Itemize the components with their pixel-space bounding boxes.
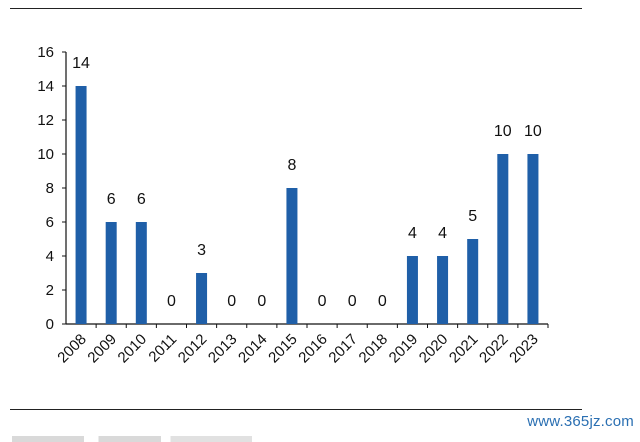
data-label-2013: 0	[227, 293, 236, 310]
watermark-text: www.365jz.com	[527, 413, 634, 430]
x-tick-label-2011: 2011	[145, 331, 180, 366]
bar-2021	[467, 239, 479, 324]
x-tick-label-2014: 2014	[235, 331, 271, 367]
y-tick-label: 0	[46, 316, 54, 333]
bars	[75, 86, 539, 324]
x-tick-label-2015: 2015	[265, 331, 301, 367]
x-tick-label-2016: 2016	[295, 331, 331, 367]
bar-2015	[286, 188, 298, 324]
bar-2012	[196, 273, 208, 324]
x-tick-label-2023: 2023	[506, 331, 542, 367]
data-label-2023: 10	[524, 123, 542, 140]
top-rule	[10, 8, 582, 9]
x-tick-label-2012: 2012	[175, 331, 211, 367]
bottom-rule	[10, 409, 582, 410]
x-tick-label-2017: 2017	[325, 331, 361, 367]
x-tick-label-2021: 2021	[446, 331, 482, 367]
data-label-2017: 0	[348, 293, 357, 310]
data-label-2014: 0	[257, 293, 266, 310]
x-tick-label-2008: 2008	[54, 331, 90, 367]
data-label-2015: 8	[287, 157, 296, 174]
y-tick-label: 6	[46, 214, 54, 231]
bar-2008	[75, 86, 87, 324]
bar-2010	[135, 222, 147, 324]
x-tick-label-2022: 2022	[476, 331, 512, 367]
data-label-2019: 4	[408, 225, 417, 242]
data-label-2020: 4	[438, 225, 447, 242]
x-tick-label-2019: 2019	[386, 331, 422, 367]
data-label-2012: 3	[197, 242, 206, 259]
data-label-2011: 0	[167, 293, 176, 310]
x-tick-label-2020: 2020	[416, 331, 452, 367]
data-labels: 14 6 6 0 3 0 0 8 0 0 0 4 4 5 10 10	[72, 55, 542, 310]
x-tick-label-2013: 2013	[205, 331, 241, 367]
data-label-2008: 14	[72, 55, 90, 72]
x-axis: 2008200920102011201220132014201520162017…	[54, 323, 549, 367]
bar-2023	[527, 154, 539, 324]
data-label-2018: 0	[378, 293, 387, 310]
x-tick-label-2018: 2018	[356, 331, 392, 367]
y-tick-label: 4	[46, 248, 54, 265]
footer-caption-blurred	[12, 436, 252, 442]
y-axis: 0 2 4 6 8 10 12 14 16	[37, 44, 67, 333]
y-tick-label: 8	[46, 180, 54, 197]
y-tick-label: 2	[46, 282, 54, 299]
bar-2020	[437, 256, 449, 324]
data-label-2009: 6	[107, 191, 116, 208]
x-tick-label-2010: 2010	[115, 331, 151, 367]
y-tick-label: 12	[37, 112, 54, 129]
bar-2009	[105, 222, 117, 324]
data-label-2022: 10	[494, 123, 512, 140]
bar-2022	[497, 154, 509, 324]
data-label-2010: 6	[137, 191, 146, 208]
y-tick-label: 16	[37, 44, 54, 61]
bar-2019	[406, 256, 418, 324]
data-label-2016: 0	[318, 293, 327, 310]
y-tick-label: 10	[37, 146, 54, 163]
y-tick-label: 14	[37, 78, 54, 95]
data-label-2021: 5	[468, 208, 477, 225]
x-tick-label-2009: 2009	[84, 331, 120, 367]
